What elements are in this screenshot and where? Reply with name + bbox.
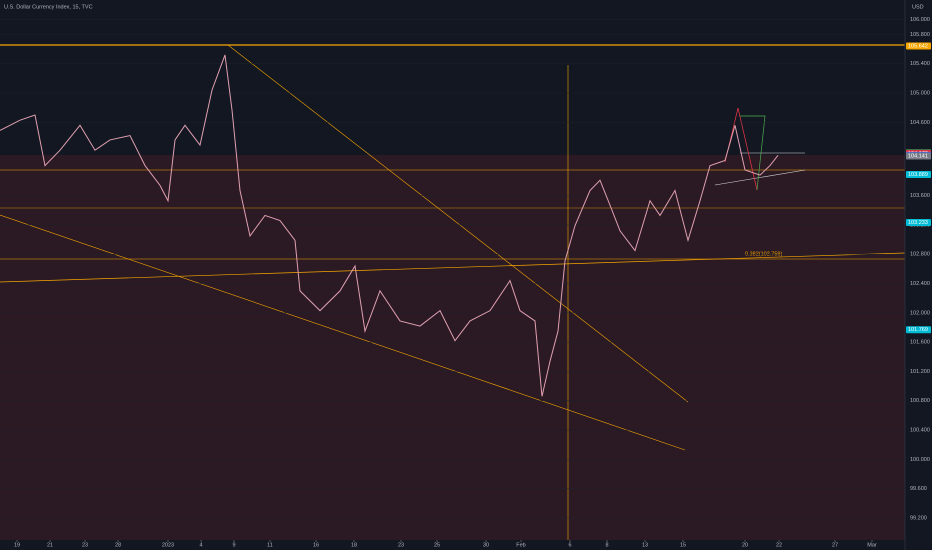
x-tick-label: 15 [680, 542, 686, 548]
y-tick-label: 101.200 [910, 369, 930, 375]
x-tick-label: 9 [232, 542, 235, 548]
y-tick-label: 105.000 [910, 91, 930, 97]
price-tag-label: 103.889 [908, 172, 928, 178]
x-tick-label: 25 [434, 542, 440, 548]
price-tag-box [906, 42, 931, 50]
zone [0, 155, 905, 540]
y-tick-label: 102.400 [910, 281, 930, 287]
y-tick-label: 100.000 [910, 457, 930, 463]
y-tick-label: 106.000 [910, 17, 930, 23]
x-tick-label: 30 [483, 542, 489, 548]
x-tick-label: 19 [14, 542, 20, 548]
price-tag-box [906, 219, 931, 227]
price-tag-label: 103.233 [908, 220, 928, 226]
x-tick-label: 8 [605, 542, 608, 548]
price-tag: 101.769 [906, 326, 931, 334]
price-tag-box [906, 170, 931, 178]
x-tick-label: 6 [568, 542, 571, 548]
triangle-line [714, 169, 806, 186]
x-tick-label: 16 [313, 542, 319, 548]
y-tick-label: 105.800 [910, 32, 930, 38]
price-tag: 105.642 [906, 42, 931, 50]
x-tick-label: 4 [199, 542, 202, 548]
y-tick-label: 99.600 [910, 486, 927, 492]
price-tag-box [906, 152, 931, 160]
x-tick-label: 20 [742, 542, 748, 548]
price-tag-label: 101.769 [908, 327, 928, 333]
x-tick-label: 13 [642, 542, 648, 548]
y-tick-label: 100.800 [910, 398, 930, 404]
x-tick-label: 2023 [162, 542, 174, 548]
x-tick-label: 28 [115, 542, 121, 548]
price-tag: 103.889 [906, 170, 931, 178]
y-tick-label: 102.000 [910, 310, 930, 316]
y-tick-label: 101.600 [910, 340, 930, 346]
x-tick-label: 11 [267, 542, 273, 548]
price-tag-label: 104.141 [908, 153, 928, 159]
y-tick-label: 100.400 [910, 428, 930, 434]
y-tick-label: 104.600 [910, 120, 930, 126]
x-tick-label: Feb [516, 542, 525, 548]
price-tag: 103.233 [906, 219, 931, 227]
y-tick-label: 99.200 [910, 515, 927, 521]
x-tick-label: 23 [398, 542, 404, 548]
price-line [0, 54, 779, 397]
price-tag: 104.141 [906, 152, 931, 160]
trend-line [0, 252, 906, 283]
y-tick-label: 105.400 [910, 61, 930, 67]
y-tick-label: 103.600 [910, 193, 930, 199]
x-tick-label: 23 [82, 542, 88, 548]
x-tick-label: 18 [351, 542, 357, 548]
x-tick-label: 27 [832, 542, 838, 548]
price-tag-label: 105.642 [908, 43, 928, 49]
x-tick-label: Mar [867, 542, 877, 548]
chart-title: U.S. Dollar Currency Index, 15, TVC [4, 4, 93, 10]
pattern [740, 115, 766, 191]
trend-line [227, 44, 689, 403]
currency: USD [912, 4, 924, 10]
price-tag-box [906, 326, 931, 334]
y-tick-label: 102.800 [910, 252, 930, 258]
x-tick-label: 21 [47, 542, 53, 548]
x-tick-label: 22 [776, 542, 782, 548]
